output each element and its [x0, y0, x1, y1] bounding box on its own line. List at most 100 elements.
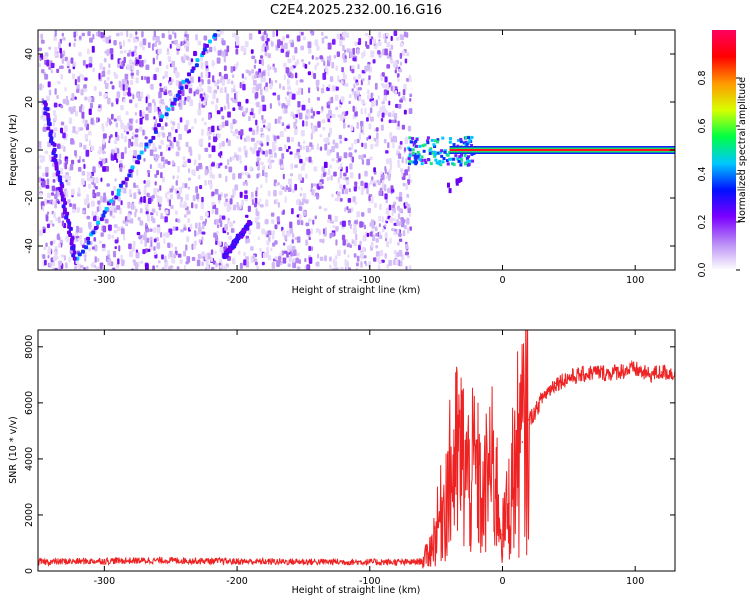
noise-cell	[201, 231, 206, 235]
noise-cell	[177, 146, 181, 151]
noise-cell	[107, 250, 111, 255]
noise-cell	[132, 240, 136, 248]
noise-cell	[202, 100, 206, 106]
noise-cell	[84, 133, 89, 141]
noise-cell	[391, 210, 394, 216]
noise-cell	[305, 145, 310, 153]
noise-cell	[171, 126, 175, 131]
snr-point	[302, 560, 305, 563]
noise-cell	[366, 136, 369, 141]
noise-cell	[393, 231, 397, 236]
noise-cell	[267, 64, 271, 71]
noise-cell	[403, 224, 407, 230]
trace-cell	[67, 221, 72, 226]
noise-cell	[358, 186, 361, 190]
noise-cell	[86, 215, 91, 220]
trace-cell	[151, 135, 156, 140]
trace-cell	[68, 226, 73, 231]
noise-cell	[45, 166, 49, 173]
noise-cell	[91, 45, 95, 53]
noise-cell	[300, 31, 304, 36]
noise-cell	[297, 101, 301, 108]
noise-cell	[341, 66, 344, 73]
noise-cell	[88, 63, 93, 68]
noise-cell	[82, 59, 86, 66]
noise-cell	[149, 149, 154, 157]
noise-cell	[239, 81, 242, 89]
noise-cell	[278, 102, 281, 107]
noise-cell	[91, 200, 95, 207]
noise-cell	[208, 113, 211, 120]
onset-cell	[464, 140, 468, 144]
noise-cell	[250, 196, 255, 200]
onset-cell	[452, 157, 456, 161]
noise-cell	[293, 121, 297, 129]
trace-cell	[177, 90, 182, 95]
noise-cell	[369, 107, 373, 114]
noise-cell	[305, 199, 309, 204]
noise-cell	[316, 193, 319, 200]
noise-cell	[88, 108, 92, 116]
noise-cell	[302, 140, 306, 144]
noise-cell	[385, 33, 390, 37]
noise-cell	[183, 99, 186, 106]
noise-cell	[289, 244, 292, 250]
noise-cell	[337, 158, 342, 162]
trace-cell	[114, 195, 119, 200]
noise-cell	[165, 192, 168, 199]
noise-cell	[184, 124, 188, 131]
noise-cell	[69, 248, 72, 255]
noise-cell	[255, 190, 258, 197]
noise-cell	[372, 59, 376, 64]
onset-cell	[437, 162, 441, 166]
noise-cell	[56, 143, 61, 149]
onset-cell	[460, 158, 464, 162]
onset-cell	[469, 159, 473, 163]
noise-cell	[68, 68, 71, 74]
noise-cell	[347, 254, 350, 258]
spectrogram-x-tick-label: 0	[499, 275, 505, 286]
noise-cell	[61, 32, 64, 37]
noise-cell	[199, 185, 203, 190]
noise-cell	[90, 145, 95, 152]
noise-cell	[135, 31, 138, 35]
snr-x-ticks: -300 -200 -100 0 100	[94, 330, 644, 587]
noise-cell	[361, 142, 364, 148]
noise-cell	[245, 260, 250, 268]
noise-cell	[61, 58, 64, 64]
noise-cell	[135, 92, 140, 98]
noise-cell	[385, 150, 389, 154]
noise-cell	[77, 76, 81, 83]
noise-cell	[226, 202, 229, 207]
trace-cell	[135, 160, 140, 165]
noise-cell	[70, 138, 74, 145]
noise-cell	[262, 43, 267, 47]
noise-cell	[211, 191, 215, 197]
onset-cell	[437, 151, 441, 155]
noise-cell	[389, 59, 393, 63]
noise-cell	[320, 88, 325, 94]
noise-cell	[235, 154, 240, 161]
noise-cell	[160, 172, 163, 179]
noise-cell	[45, 172, 49, 177]
spectrogram-y-tick-label: 20	[24, 96, 35, 108]
noise-cell	[311, 189, 314, 196]
noise-cell	[125, 111, 129, 116]
noise-cell	[315, 261, 320, 266]
trace-cell	[124, 177, 129, 182]
noise-cell	[81, 170, 86, 176]
noise-cell	[285, 149, 289, 153]
noise-cell	[139, 41, 143, 48]
noise-cell	[123, 234, 126, 241]
noise-cell	[90, 263, 94, 268]
noise-cell	[180, 229, 184, 233]
noise-cell	[90, 118, 94, 125]
noise-cell	[339, 36, 344, 40]
noise-cell	[213, 232, 217, 238]
noise-cell	[283, 127, 287, 132]
noise-cell	[289, 184, 292, 189]
noise-cell	[311, 127, 315, 134]
noise-cell	[56, 94, 59, 99]
noise-cell	[120, 105, 124, 111]
noise-cell	[140, 91, 144, 99]
